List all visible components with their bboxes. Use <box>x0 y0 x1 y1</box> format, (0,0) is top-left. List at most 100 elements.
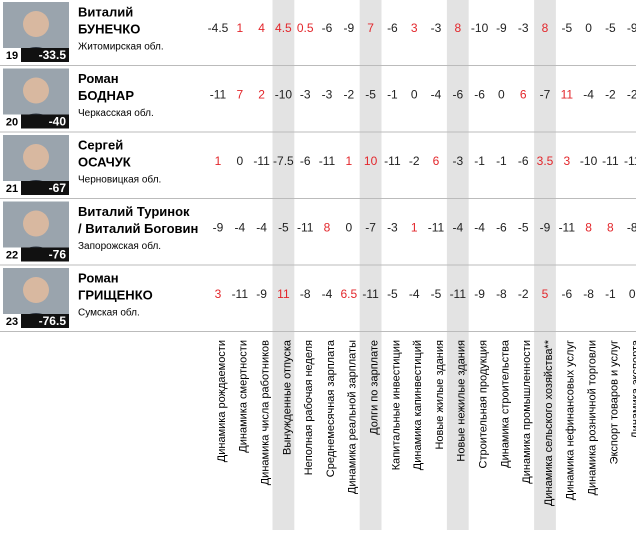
cell-value: 11 <box>561 88 574 102</box>
cell-value: 3.5 <box>537 154 554 168</box>
rank: 20 <box>6 116 18 128</box>
cell-value: -4 <box>409 287 420 301</box>
cell-value: 8 <box>607 221 614 235</box>
cell-value: -4 <box>322 287 333 301</box>
column-header: Динамика экспорта <box>630 339 636 439</box>
last-name: БУНЕЧКО <box>78 21 140 36</box>
cell-value: -9 <box>627 21 636 35</box>
score-box <box>21 314 69 328</box>
cell-value: -6 <box>452 88 463 102</box>
cell-value: 1 <box>411 221 418 235</box>
cell-value: -6 <box>474 88 485 102</box>
region: Черкасская обл. <box>78 107 154 119</box>
cell-value: -1 <box>387 88 398 102</box>
cell-value: -1 <box>496 154 507 168</box>
cell-value: -4 <box>583 88 594 102</box>
cell-value: 10 <box>364 154 378 168</box>
first-name: Роман <box>78 270 119 285</box>
cell-value: -5 <box>605 21 616 35</box>
cell-value: 1 <box>236 21 243 35</box>
photo-head <box>23 11 49 37</box>
cell-value: -8 <box>627 221 636 235</box>
first-name: Сергей <box>78 137 123 152</box>
column-header: Динамика розничной торговли <box>587 340 599 495</box>
cell-value: -7 <box>365 221 376 235</box>
cell-value: -5 <box>387 287 398 301</box>
cell-value: -8 <box>496 287 507 301</box>
column-header: Динамика числа работников <box>260 340 272 485</box>
cell-value: 4.5 <box>275 21 292 35</box>
column-header: Динамика рождаемости <box>216 340 228 462</box>
rank: 21 <box>6 183 18 195</box>
cell-value: -5 <box>518 221 529 235</box>
cell-value: -1 <box>605 287 616 301</box>
cell-value: -11 <box>253 154 270 168</box>
first-name: Виталий Туринок <box>78 204 190 219</box>
cell-value: 5 <box>542 287 549 301</box>
cell-value: -11 <box>210 88 227 102</box>
last-name: ГРИЩЕНКО <box>78 287 153 302</box>
cell-value: 8 <box>585 221 592 235</box>
cell-value: 1 <box>215 154 222 168</box>
cell-value: -3 <box>300 88 311 102</box>
cell-value: -9 <box>540 221 551 235</box>
rank-box <box>3 247 21 262</box>
cell-value: -11 <box>602 154 619 168</box>
cell-value: 3 <box>563 154 570 168</box>
cell-value: 0 <box>411 88 418 102</box>
score-box <box>21 247 69 262</box>
cell-value: 2 <box>258 88 265 102</box>
cell-value: 0 <box>585 21 592 35</box>
cell-value: -1 <box>474 154 485 168</box>
rank: 23 <box>6 316 18 328</box>
cell-value: -5 <box>561 21 572 35</box>
rank-box <box>3 181 21 195</box>
cell-value: -5 <box>278 221 289 235</box>
cell-value: -6 <box>387 21 398 35</box>
cell-value: -2 <box>518 287 529 301</box>
score-box <box>21 181 69 195</box>
cell-value: 4 <box>258 21 265 35</box>
cell-value: -11 <box>450 287 467 301</box>
region: Сумская обл. <box>78 307 140 319</box>
cell-value: -7.5 <box>273 154 294 168</box>
score: -76.5 <box>39 314 67 328</box>
cell-value: -10 <box>275 88 293 102</box>
first-name: Виталий <box>78 4 133 19</box>
cell-value: -9 <box>496 21 507 35</box>
cell-value: -10 <box>580 154 598 168</box>
cell-value: -4 <box>431 88 442 102</box>
photo-head <box>23 77 49 104</box>
score: -33.5 <box>39 48 67 62</box>
cell-value: 11 <box>277 287 290 301</box>
region: Черновицкая обл. <box>78 174 161 186</box>
cell-value: -9 <box>343 21 354 35</box>
column-header: Экспорт товаров и услуг <box>608 340 620 464</box>
cell-value: -2 <box>627 88 636 102</box>
column-header: Динамика промышленности <box>521 340 533 484</box>
column-header: Капитальные инвестиции <box>390 340 402 470</box>
cell-value: 6.5 <box>340 287 357 301</box>
region: Запорожская обл. <box>78 240 161 252</box>
region: Житомирская обл. <box>78 41 164 53</box>
cell-value: -4 <box>474 221 485 235</box>
last-name: ОСАЧУК <box>78 154 131 169</box>
rank-box <box>3 48 21 62</box>
cell-value: 0 <box>345 221 352 235</box>
cell-value: 6 <box>520 88 527 102</box>
cell-value: -11 <box>624 154 636 168</box>
cell-value: -3 <box>452 154 463 168</box>
cell-value: 3 <box>215 287 222 301</box>
score: -67 <box>49 181 67 195</box>
rank-box <box>3 114 21 129</box>
cell-value: -3 <box>387 221 398 235</box>
score-box <box>21 48 69 62</box>
cell-value: -2 <box>343 88 354 102</box>
cell-value: -2 <box>605 88 616 102</box>
cell-value: 7 <box>367 21 374 35</box>
cell-value: 6 <box>433 154 440 168</box>
column-header: Новые жилые здания <box>434 340 446 450</box>
cell-value: 8 <box>454 21 461 35</box>
